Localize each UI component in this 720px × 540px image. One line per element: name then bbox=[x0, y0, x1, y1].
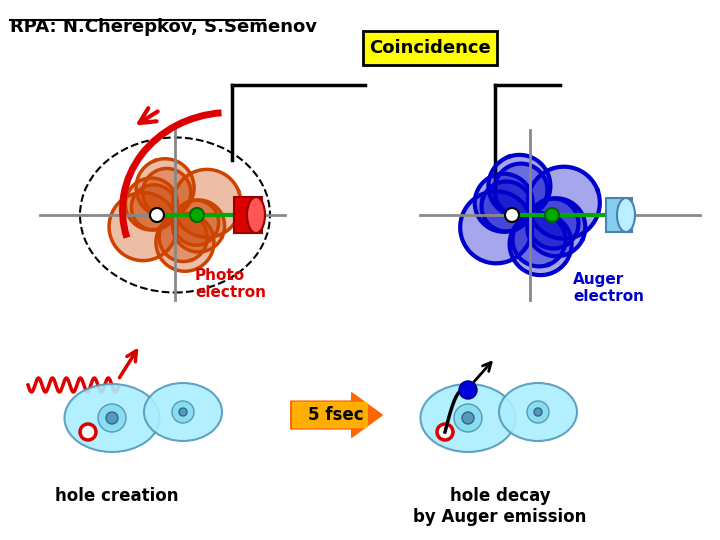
FancyBboxPatch shape bbox=[363, 31, 497, 65]
Circle shape bbox=[534, 408, 542, 416]
FancyArrowPatch shape bbox=[293, 402, 367, 428]
Circle shape bbox=[527, 401, 549, 423]
Circle shape bbox=[98, 404, 126, 432]
Polygon shape bbox=[136, 159, 214, 271]
Circle shape bbox=[179, 408, 187, 416]
Circle shape bbox=[80, 424, 96, 440]
Polygon shape bbox=[482, 181, 578, 248]
Ellipse shape bbox=[247, 197, 265, 233]
Polygon shape bbox=[143, 168, 207, 261]
FancyBboxPatch shape bbox=[234, 197, 262, 233]
Ellipse shape bbox=[617, 198, 635, 232]
Text: 5 fsec: 5 fsec bbox=[308, 406, 364, 424]
Text: Photo
electron: Photo electron bbox=[195, 268, 266, 300]
Ellipse shape bbox=[420, 384, 516, 452]
Text: RPA: N.Cherepkov, S.Semenov: RPA: N.Cherepkov, S.Semenov bbox=[10, 18, 317, 36]
Circle shape bbox=[462, 412, 474, 424]
Polygon shape bbox=[460, 167, 600, 264]
Circle shape bbox=[459, 381, 477, 399]
Ellipse shape bbox=[144, 383, 222, 441]
Circle shape bbox=[150, 208, 164, 222]
Circle shape bbox=[172, 401, 194, 423]
Text: hole creation: hole creation bbox=[55, 487, 179, 505]
Ellipse shape bbox=[65, 384, 160, 452]
Polygon shape bbox=[125, 178, 225, 252]
Circle shape bbox=[437, 424, 453, 440]
Polygon shape bbox=[488, 155, 572, 275]
Polygon shape bbox=[495, 164, 566, 266]
Polygon shape bbox=[474, 174, 585, 256]
Circle shape bbox=[190, 208, 204, 222]
Circle shape bbox=[454, 404, 482, 432]
Circle shape bbox=[545, 208, 559, 222]
Polygon shape bbox=[131, 185, 219, 245]
Circle shape bbox=[505, 208, 519, 222]
Text: Auger
electron: Auger electron bbox=[573, 272, 644, 305]
Text: Coincidence: Coincidence bbox=[369, 39, 491, 57]
Circle shape bbox=[106, 412, 118, 424]
Text: hole decay
by Auger emission: hole decay by Auger emission bbox=[413, 487, 587, 526]
Polygon shape bbox=[109, 170, 241, 261]
FancyArrowPatch shape bbox=[291, 393, 382, 437]
Ellipse shape bbox=[499, 383, 577, 441]
FancyBboxPatch shape bbox=[606, 198, 632, 232]
